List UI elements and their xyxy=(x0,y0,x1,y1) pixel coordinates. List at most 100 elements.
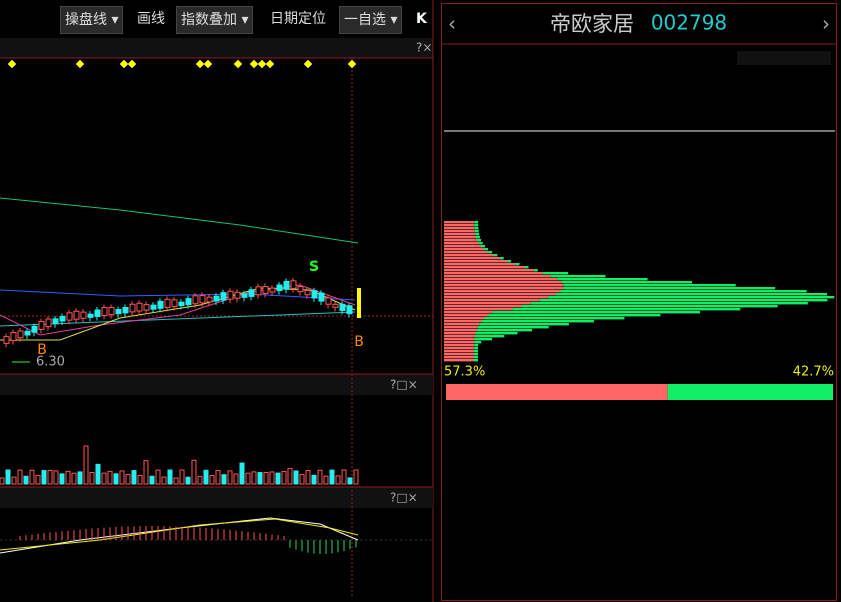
chip-green xyxy=(493,254,498,257)
volume-bar xyxy=(221,474,227,485)
volume-bar xyxy=(143,460,149,485)
chip-green xyxy=(492,311,701,314)
volume-bar xyxy=(329,469,335,485)
chip-green xyxy=(474,224,479,227)
right-panel-border xyxy=(441,3,837,601)
chip-red xyxy=(444,311,493,314)
volume-bar xyxy=(269,471,275,485)
volume-bar xyxy=(113,473,119,485)
chip-green xyxy=(474,227,479,230)
chip-green xyxy=(563,287,776,290)
volume-bar xyxy=(29,469,35,485)
chip-red xyxy=(444,356,475,359)
collapse-button[interactable]: K xyxy=(416,11,427,27)
chip-red xyxy=(444,302,531,305)
main-controls[interactable]: ?× xyxy=(416,41,432,55)
volume-bar xyxy=(323,475,329,485)
chip-green xyxy=(474,353,479,356)
volume-controls[interactable]: ?□× xyxy=(390,378,418,392)
candle-body xyxy=(10,332,17,342)
candle-body xyxy=(164,298,171,308)
chip-green xyxy=(475,236,480,239)
candle-body xyxy=(234,291,241,299)
low-price-label: 6.30 xyxy=(36,355,65,370)
volume-bar xyxy=(161,476,167,485)
chip-red xyxy=(444,275,551,278)
chip-green xyxy=(476,329,533,332)
profit-ratio: 57.3% xyxy=(444,365,485,380)
chip-red xyxy=(444,293,556,296)
volume-bar xyxy=(35,474,41,485)
chip-red xyxy=(444,245,481,248)
event-marker xyxy=(127,59,137,69)
date-locate-button[interactable]: 日期定位 xyxy=(270,11,326,27)
candle-body xyxy=(143,304,150,311)
chip-red xyxy=(444,260,508,263)
macd-header xyxy=(0,487,433,508)
candle-body xyxy=(150,304,157,310)
draw-line-button[interactable]: 画线 xyxy=(137,11,165,27)
chip-green xyxy=(488,251,493,254)
chip-red xyxy=(444,272,543,275)
candle-body xyxy=(115,309,122,315)
stock-name: 帝欧家居 xyxy=(550,12,634,36)
event-marker xyxy=(303,59,313,69)
chip-green xyxy=(474,347,479,350)
candle-body xyxy=(59,315,66,322)
index-overlay-dropdown[interactable]: 指数叠加 ▾ xyxy=(176,6,254,34)
chip-green xyxy=(479,323,569,326)
chip-tools[interactable] xyxy=(737,51,831,65)
chip-red xyxy=(444,254,494,257)
buy-signal: B xyxy=(354,334,364,350)
chip-red xyxy=(444,284,564,287)
chip-red xyxy=(444,290,561,293)
candle-body xyxy=(199,294,206,304)
chip-green xyxy=(474,221,479,224)
next-stock[interactable]: › xyxy=(822,12,830,36)
volume-bar xyxy=(125,474,131,485)
chip-red xyxy=(444,257,500,260)
volume-bar xyxy=(119,470,125,485)
volume-bar xyxy=(299,474,305,485)
volume-bar xyxy=(95,463,101,485)
kline-type-dropdown[interactable]: 操盘线 ▾ xyxy=(60,6,124,34)
candle-body xyxy=(304,289,311,296)
candle-body xyxy=(185,298,192,306)
volume-header xyxy=(0,374,433,395)
volume-bar xyxy=(71,472,77,485)
chip-red xyxy=(444,350,475,353)
chip-green xyxy=(561,281,692,284)
prev-stock[interactable]: ‹ xyxy=(448,12,456,36)
volume-bar xyxy=(107,470,113,485)
chip-green xyxy=(484,248,489,251)
volume-bar xyxy=(185,476,191,485)
profit-bar xyxy=(446,384,668,400)
chip-red xyxy=(444,236,476,239)
event-marker xyxy=(249,59,259,69)
candle-body xyxy=(178,301,185,307)
chip-green xyxy=(484,317,625,320)
chip-red xyxy=(444,248,485,251)
watchlist-dropdown[interactable]: 一自选 ▾ xyxy=(339,6,403,34)
candle-body xyxy=(52,318,59,325)
volume-bar xyxy=(137,474,143,485)
candle-body xyxy=(157,300,164,309)
chip-red xyxy=(444,305,522,308)
volume-bar xyxy=(251,471,257,485)
chip-red xyxy=(444,323,480,326)
candle-body xyxy=(290,280,297,289)
chip-red xyxy=(444,278,558,281)
candle-body xyxy=(346,305,353,315)
chip-green xyxy=(524,266,529,269)
macd-controls[interactable]: ?□× xyxy=(390,491,418,505)
chip-red xyxy=(444,359,475,362)
chip-green xyxy=(474,356,479,359)
chip-red xyxy=(444,221,475,224)
volume-bar xyxy=(305,470,311,485)
chip-red xyxy=(444,287,564,290)
volume-bar xyxy=(311,474,317,485)
chip-green xyxy=(499,257,504,260)
chip-red xyxy=(444,269,534,272)
volume-bar xyxy=(341,469,347,485)
event-marker xyxy=(257,59,267,69)
